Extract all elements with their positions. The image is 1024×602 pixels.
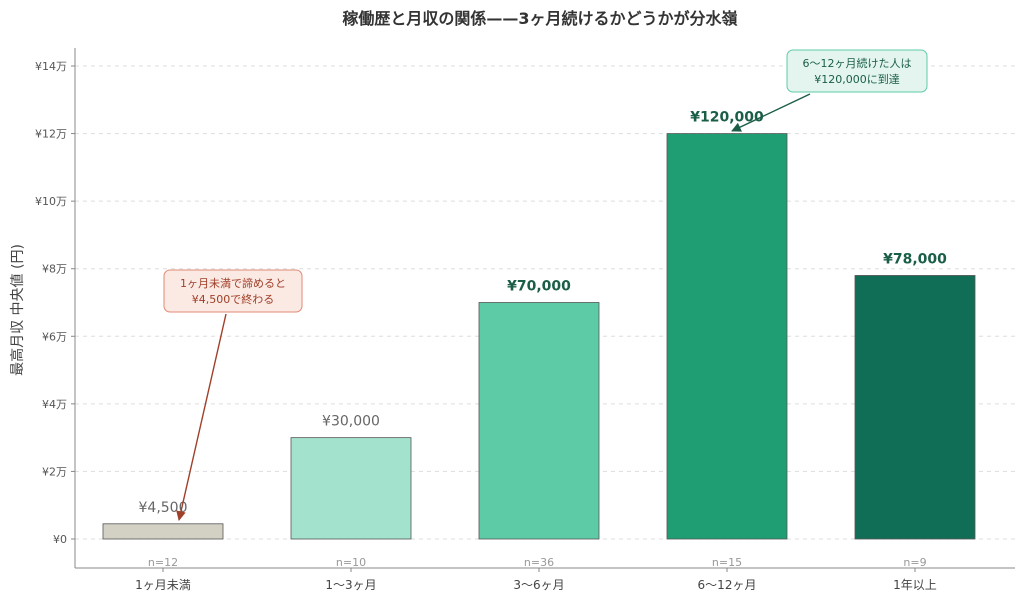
value-label: ¥4,500 xyxy=(139,500,188,516)
x-tick-label: 1ヶ月未満 xyxy=(135,578,191,592)
y-axis-label: 最高月収 中央値 (円) xyxy=(9,244,26,376)
chart-title: 稼働歴と月収の関係——3ヶ月続けるかどうかが分水嶺 xyxy=(342,9,737,28)
annotations: 1ヶ月未満で諦めると ¥4,500で終わる 6〜12ヶ月続けた人は ¥120,000に… xyxy=(163,49,928,521)
annotation-box xyxy=(163,269,303,313)
value-label: ¥120,000 xyxy=(690,110,764,126)
value-label: ¥70,000 xyxy=(507,279,571,295)
y-tick-label: ¥6万 xyxy=(42,330,67,343)
y-tick-label: ¥14万 xyxy=(35,60,67,73)
x-tick-label: 6〜12ヶ月 xyxy=(698,578,757,592)
axes: ¥0 ¥2万 ¥4万 ¥6万 ¥8万 ¥10万 ¥12万 ¥14万 1ヶ月未満 1〜3ヶ月 3〜6ヶ… xyxy=(35,48,1015,592)
y-tick-label: ¥2万 xyxy=(42,465,67,478)
x-tick-label: 3〜6ヶ月 xyxy=(513,578,564,592)
sample-size-label: n=12 xyxy=(148,556,178,569)
bar xyxy=(290,437,412,540)
data-labels: ¥4,500 n=12 ¥30,000 n=10 ¥70,000 n=36 ¥120,000… xyxy=(139,110,948,569)
annotation-text: 1ヶ月未満で諦めると xyxy=(180,276,286,290)
bar xyxy=(478,302,600,540)
annotation-box xyxy=(786,49,928,93)
annotation-text: 6〜12ヶ月続けた人は xyxy=(803,56,912,70)
annotation-text: ¥120,000に到達 xyxy=(814,73,900,86)
annotation-arrow xyxy=(731,93,811,132)
y-tick-label: ¥12万 xyxy=(35,128,67,141)
sample-size-label: n=36 xyxy=(524,556,554,569)
annotation-text: ¥4,500で終わる xyxy=(192,292,275,306)
bar xyxy=(854,275,976,540)
value-label: ¥78,000 xyxy=(883,251,947,267)
y-tick-label: ¥0 xyxy=(53,533,67,546)
sample-size-label: n=10 xyxy=(336,556,366,569)
bar xyxy=(666,133,788,540)
bars xyxy=(102,133,976,540)
x-tick-label: 1〜3ヶ月 xyxy=(325,578,376,592)
y-tick-label: ¥10万 xyxy=(35,195,67,208)
sample-size-label: n=15 xyxy=(712,556,742,569)
y-tick-label: ¥8万 xyxy=(42,263,67,276)
sample-size-label: n=9 xyxy=(903,556,926,569)
annotation-arrow xyxy=(176,313,227,521)
x-tick-label: 1年以上 xyxy=(893,578,937,592)
y-tick-label: ¥4万 xyxy=(42,398,67,411)
value-label: ¥30,000 xyxy=(322,414,380,430)
bar xyxy=(102,523,224,540)
